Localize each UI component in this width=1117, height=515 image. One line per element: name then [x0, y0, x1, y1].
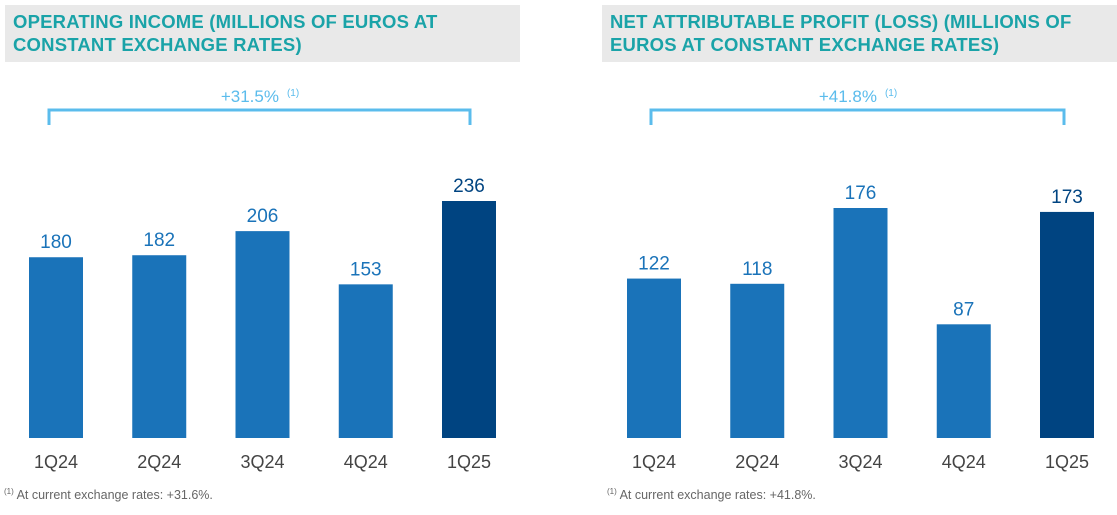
chart-title-box: OPERATING INCOME (MILLIONS OF EUROS AT C…	[5, 5, 520, 62]
bar-1Q25	[1040, 211, 1094, 438]
value-label-2Q24: 182	[143, 230, 175, 251]
growth-label: +41.8% (1)	[819, 87, 897, 106]
footnote-text: At current exchange rates: +31.6%.	[13, 488, 213, 502]
operating-income-panel: OPERATING INCOME (MILLIONS OF EUROS AT C…	[0, 0, 524, 515]
footnote: (1) At current exchange rates: +31.6%.	[4, 487, 213, 502]
chart-title: NET ATTRIBUTABLE PROFIT (LOSS) (MILLIONS…	[610, 11, 1072, 55]
bar-3Q24	[833, 208, 888, 438]
category-label-4Q24: 4Q24	[344, 452, 388, 472]
category-label-2Q24: 2Q24	[735, 452, 779, 472]
bar-2Q24	[730, 283, 785, 438]
footnote-marker: (1)	[4, 487, 14, 496]
net-attributable-profit-panel: NET ATTRIBUTABLE PROFIT (LOSS) (MILLIONS…	[600, 0, 1117, 515]
value-label-1Q25: 173	[1051, 187, 1083, 208]
value-label-1Q25: 236	[453, 176, 485, 197]
value-label-4Q24: 87	[953, 299, 974, 320]
growth-note-marker: (1)	[287, 88, 299, 99]
growth-label: +31.5% (1)	[221, 87, 299, 106]
footnote: (1) At current exchange rates: +41.8%.	[607, 487, 816, 502]
net-attributable-profit-chart: +41.8% (1) 122 118 176 87 173 1Q24 2Q24 3Q24 4Q2…	[627, 87, 1094, 472]
value-label-1Q24: 180	[40, 232, 72, 253]
category-label-4Q24: 4Q24	[942, 452, 986, 472]
footnote-marker: (1)	[607, 487, 617, 496]
category-label-1Q25: 1Q25	[1045, 452, 1089, 472]
bar-4Q24	[338, 284, 393, 438]
value-label-3Q24: 206	[247, 206, 279, 227]
growth-value: +41.8%	[819, 87, 877, 106]
growth-note-marker: (1)	[885, 88, 897, 99]
value-label-4Q24: 153	[350, 259, 382, 280]
bar-1Q24	[29, 257, 83, 438]
chart-title: OPERATING INCOME (MILLIONS OF EUROS AT C…	[13, 11, 438, 55]
category-label-3Q24: 3Q24	[240, 452, 284, 472]
growth-value: +31.5%	[221, 87, 279, 106]
value-label-3Q24: 176	[845, 183, 877, 204]
value-label-1Q24: 122	[638, 254, 670, 275]
category-label-1Q24: 1Q24	[34, 452, 78, 472]
bar-1Q24	[627, 278, 681, 438]
bar-3Q24	[235, 231, 290, 438]
category-label-2Q24: 2Q24	[137, 452, 181, 472]
category-label-1Q25: 1Q25	[447, 452, 491, 472]
footnote-text: At current exchange rates: +41.8%.	[616, 488, 816, 502]
bar-2Q24	[132, 255, 187, 438]
chart-title-box: NET ATTRIBUTABLE PROFIT (LOSS) (MILLIONS…	[602, 5, 1117, 62]
bar-1Q25	[442, 201, 496, 438]
growth-bracket	[649, 108, 1066, 125]
category-label-3Q24: 3Q24	[838, 452, 882, 472]
bar-4Q24	[936, 324, 991, 438]
value-label-2Q24: 118	[742, 259, 772, 280]
category-label-1Q24: 1Q24	[632, 452, 676, 472]
growth-bracket	[47, 108, 472, 125]
operating-income-chart: +31.5% (1) 180 182 206 153 236 1Q24 2Q24 3Q24 4Q…	[29, 87, 496, 472]
